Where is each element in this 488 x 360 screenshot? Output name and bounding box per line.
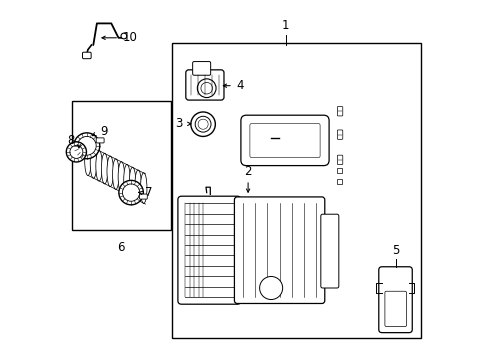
Ellipse shape bbox=[135, 170, 141, 201]
FancyBboxPatch shape bbox=[320, 214, 338, 288]
Ellipse shape bbox=[84, 145, 91, 175]
Circle shape bbox=[119, 180, 143, 205]
Circle shape bbox=[66, 142, 86, 162]
Circle shape bbox=[195, 116, 211, 132]
Ellipse shape bbox=[129, 167, 136, 198]
Text: 9: 9 bbox=[101, 125, 108, 138]
Bar bbox=[337, 168, 342, 173]
Text: 7: 7 bbox=[145, 186, 153, 199]
Text: 4: 4 bbox=[236, 79, 244, 92]
Text: 6: 6 bbox=[117, 241, 124, 254]
FancyBboxPatch shape bbox=[82, 52, 91, 59]
FancyBboxPatch shape bbox=[139, 194, 147, 199]
Text: 10: 10 bbox=[122, 31, 138, 44]
FancyBboxPatch shape bbox=[378, 267, 411, 333]
FancyBboxPatch shape bbox=[384, 291, 406, 327]
Text: 2: 2 bbox=[244, 165, 251, 178]
Ellipse shape bbox=[140, 173, 146, 203]
FancyBboxPatch shape bbox=[192, 62, 210, 75]
FancyBboxPatch shape bbox=[337, 107, 342, 116]
FancyBboxPatch shape bbox=[185, 70, 224, 100]
Circle shape bbox=[70, 145, 82, 158]
Ellipse shape bbox=[90, 148, 97, 178]
Ellipse shape bbox=[118, 162, 124, 192]
Ellipse shape bbox=[123, 165, 130, 195]
Ellipse shape bbox=[107, 156, 113, 186]
Circle shape bbox=[190, 112, 215, 136]
FancyBboxPatch shape bbox=[234, 197, 324, 303]
Ellipse shape bbox=[101, 153, 108, 184]
Circle shape bbox=[259, 276, 282, 300]
Circle shape bbox=[77, 136, 96, 155]
FancyBboxPatch shape bbox=[241, 115, 328, 166]
Circle shape bbox=[121, 33, 126, 39]
Circle shape bbox=[197, 79, 216, 98]
Ellipse shape bbox=[112, 159, 119, 189]
Ellipse shape bbox=[96, 150, 102, 181]
Bar bbox=[172, 43, 420, 338]
Text: 5: 5 bbox=[391, 244, 399, 257]
FancyBboxPatch shape bbox=[337, 155, 342, 165]
Circle shape bbox=[201, 82, 212, 94]
Text: 8: 8 bbox=[67, 134, 75, 147]
Bar bbox=[337, 179, 342, 184]
FancyBboxPatch shape bbox=[178, 196, 241, 304]
FancyBboxPatch shape bbox=[96, 138, 104, 143]
FancyBboxPatch shape bbox=[249, 123, 320, 158]
Text: 3: 3 bbox=[175, 117, 182, 130]
Circle shape bbox=[122, 184, 140, 201]
Bar bbox=[72, 101, 170, 230]
Circle shape bbox=[198, 119, 208, 129]
Text: 1: 1 bbox=[282, 19, 289, 32]
Circle shape bbox=[74, 133, 100, 159]
FancyBboxPatch shape bbox=[337, 130, 342, 139]
